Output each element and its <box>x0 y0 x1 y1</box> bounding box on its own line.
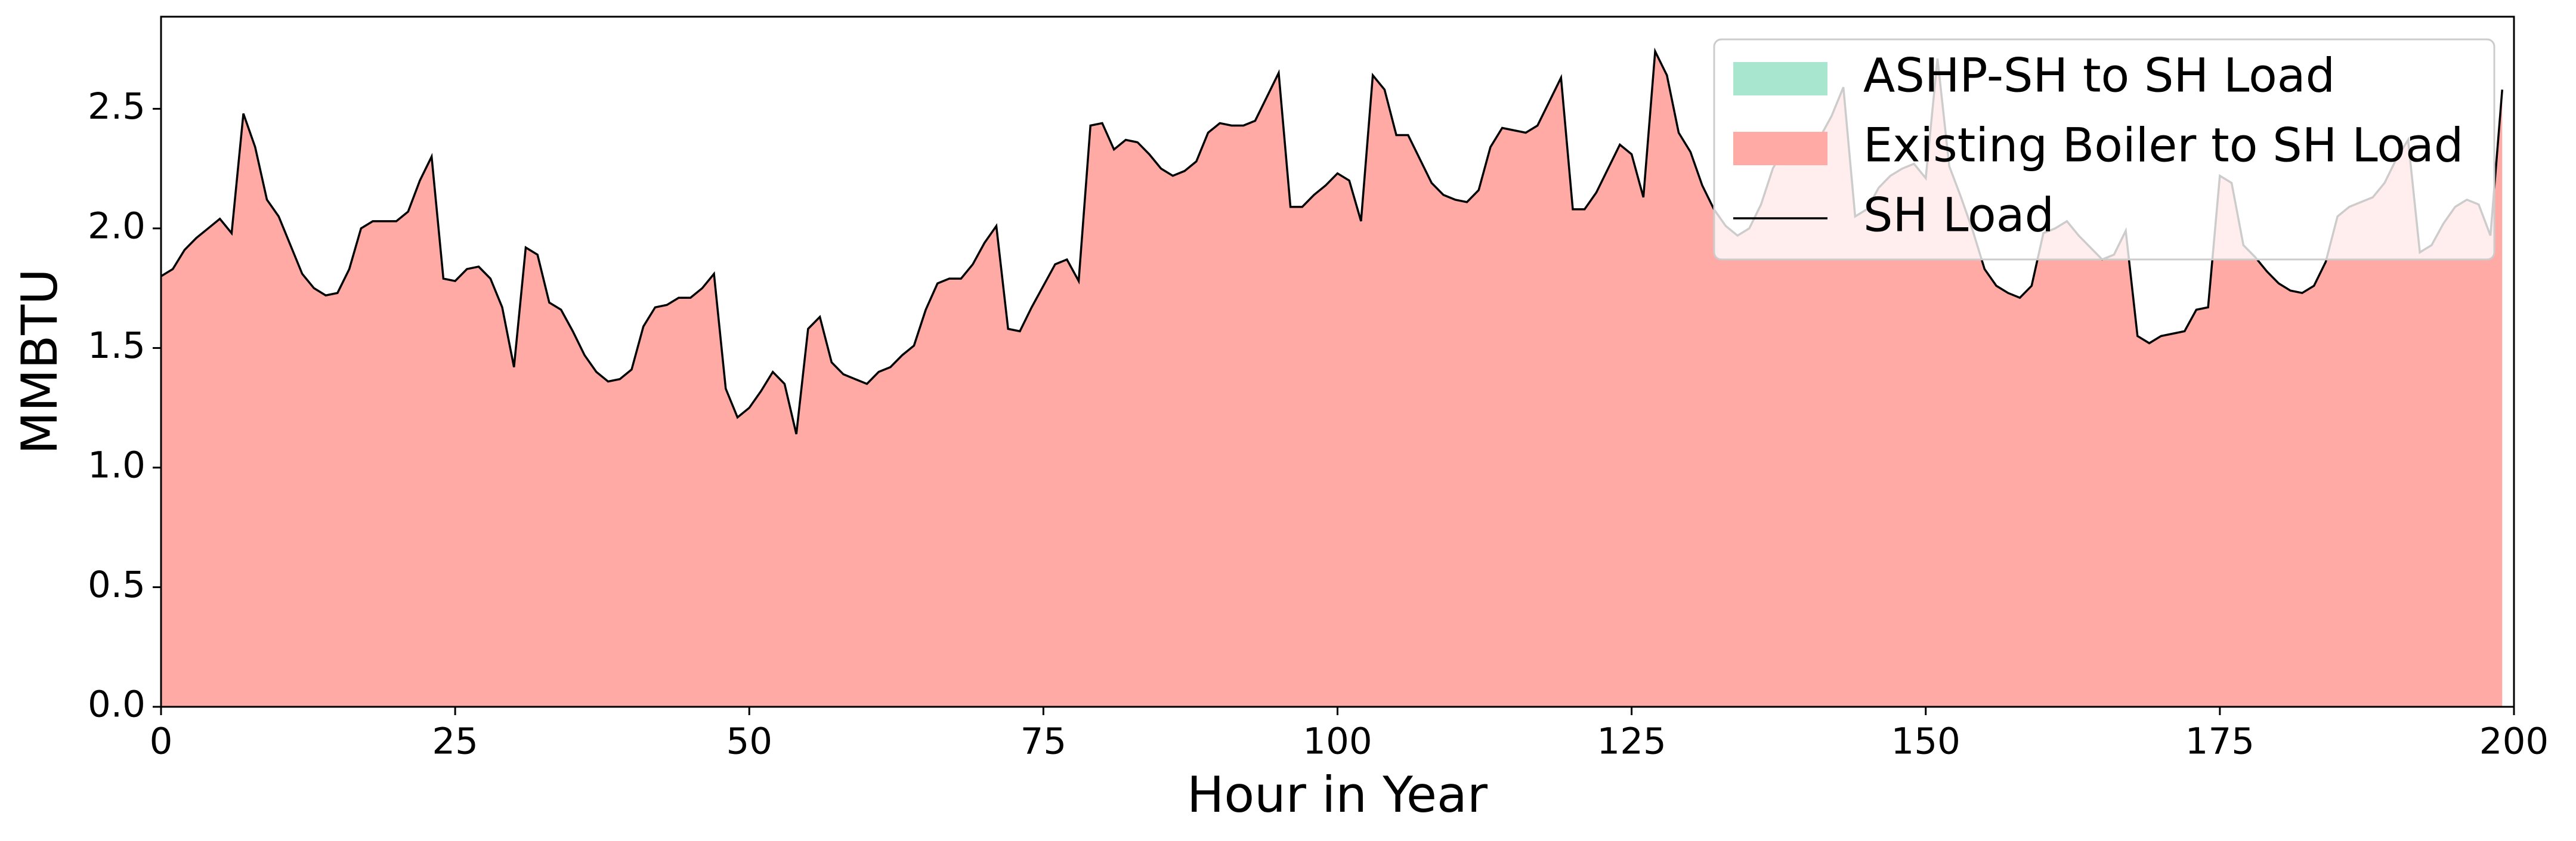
y-tick-label: 0.5 <box>88 564 146 606</box>
legend: ASHP-SH to SH Load Existing Boiler to SH … <box>1713 38 2495 261</box>
y-tick-label: 2.5 <box>88 85 146 128</box>
legend-swatch <box>1733 62 1827 95</box>
legend-swatch <box>1733 132 1827 165</box>
y-tick-label: 1.0 <box>88 444 146 487</box>
x-tick-label: 175 <box>2185 721 2255 763</box>
legend-label: SH Load <box>1863 188 2054 242</box>
x-tick-label: 75 <box>1020 721 1067 763</box>
legend-label: ASHP-SH to SH Load <box>1863 49 2335 103</box>
x-tick-label: 25 <box>432 721 478 763</box>
legend-label: Existing Boiler to SH Load <box>1863 119 2463 172</box>
y-tick-label: 2.0 <box>88 205 146 248</box>
y-tick-label: 0.0 <box>88 684 146 726</box>
y-tick-label: 1.5 <box>88 324 146 367</box>
y-axis-label: MMBTU <box>11 268 69 454</box>
x-tick-label: 100 <box>1303 721 1372 763</box>
x-tick-label: 50 <box>726 721 772 763</box>
x-tick-label: 125 <box>1597 721 1666 763</box>
legend-box <box>1713 38 2495 261</box>
x-tick-label: 0 <box>150 721 173 763</box>
x-tick-label: 200 <box>2479 721 2549 763</box>
x-tick-label: 150 <box>1891 721 1960 763</box>
x-axis-label: Hour in Year <box>1187 766 1488 824</box>
